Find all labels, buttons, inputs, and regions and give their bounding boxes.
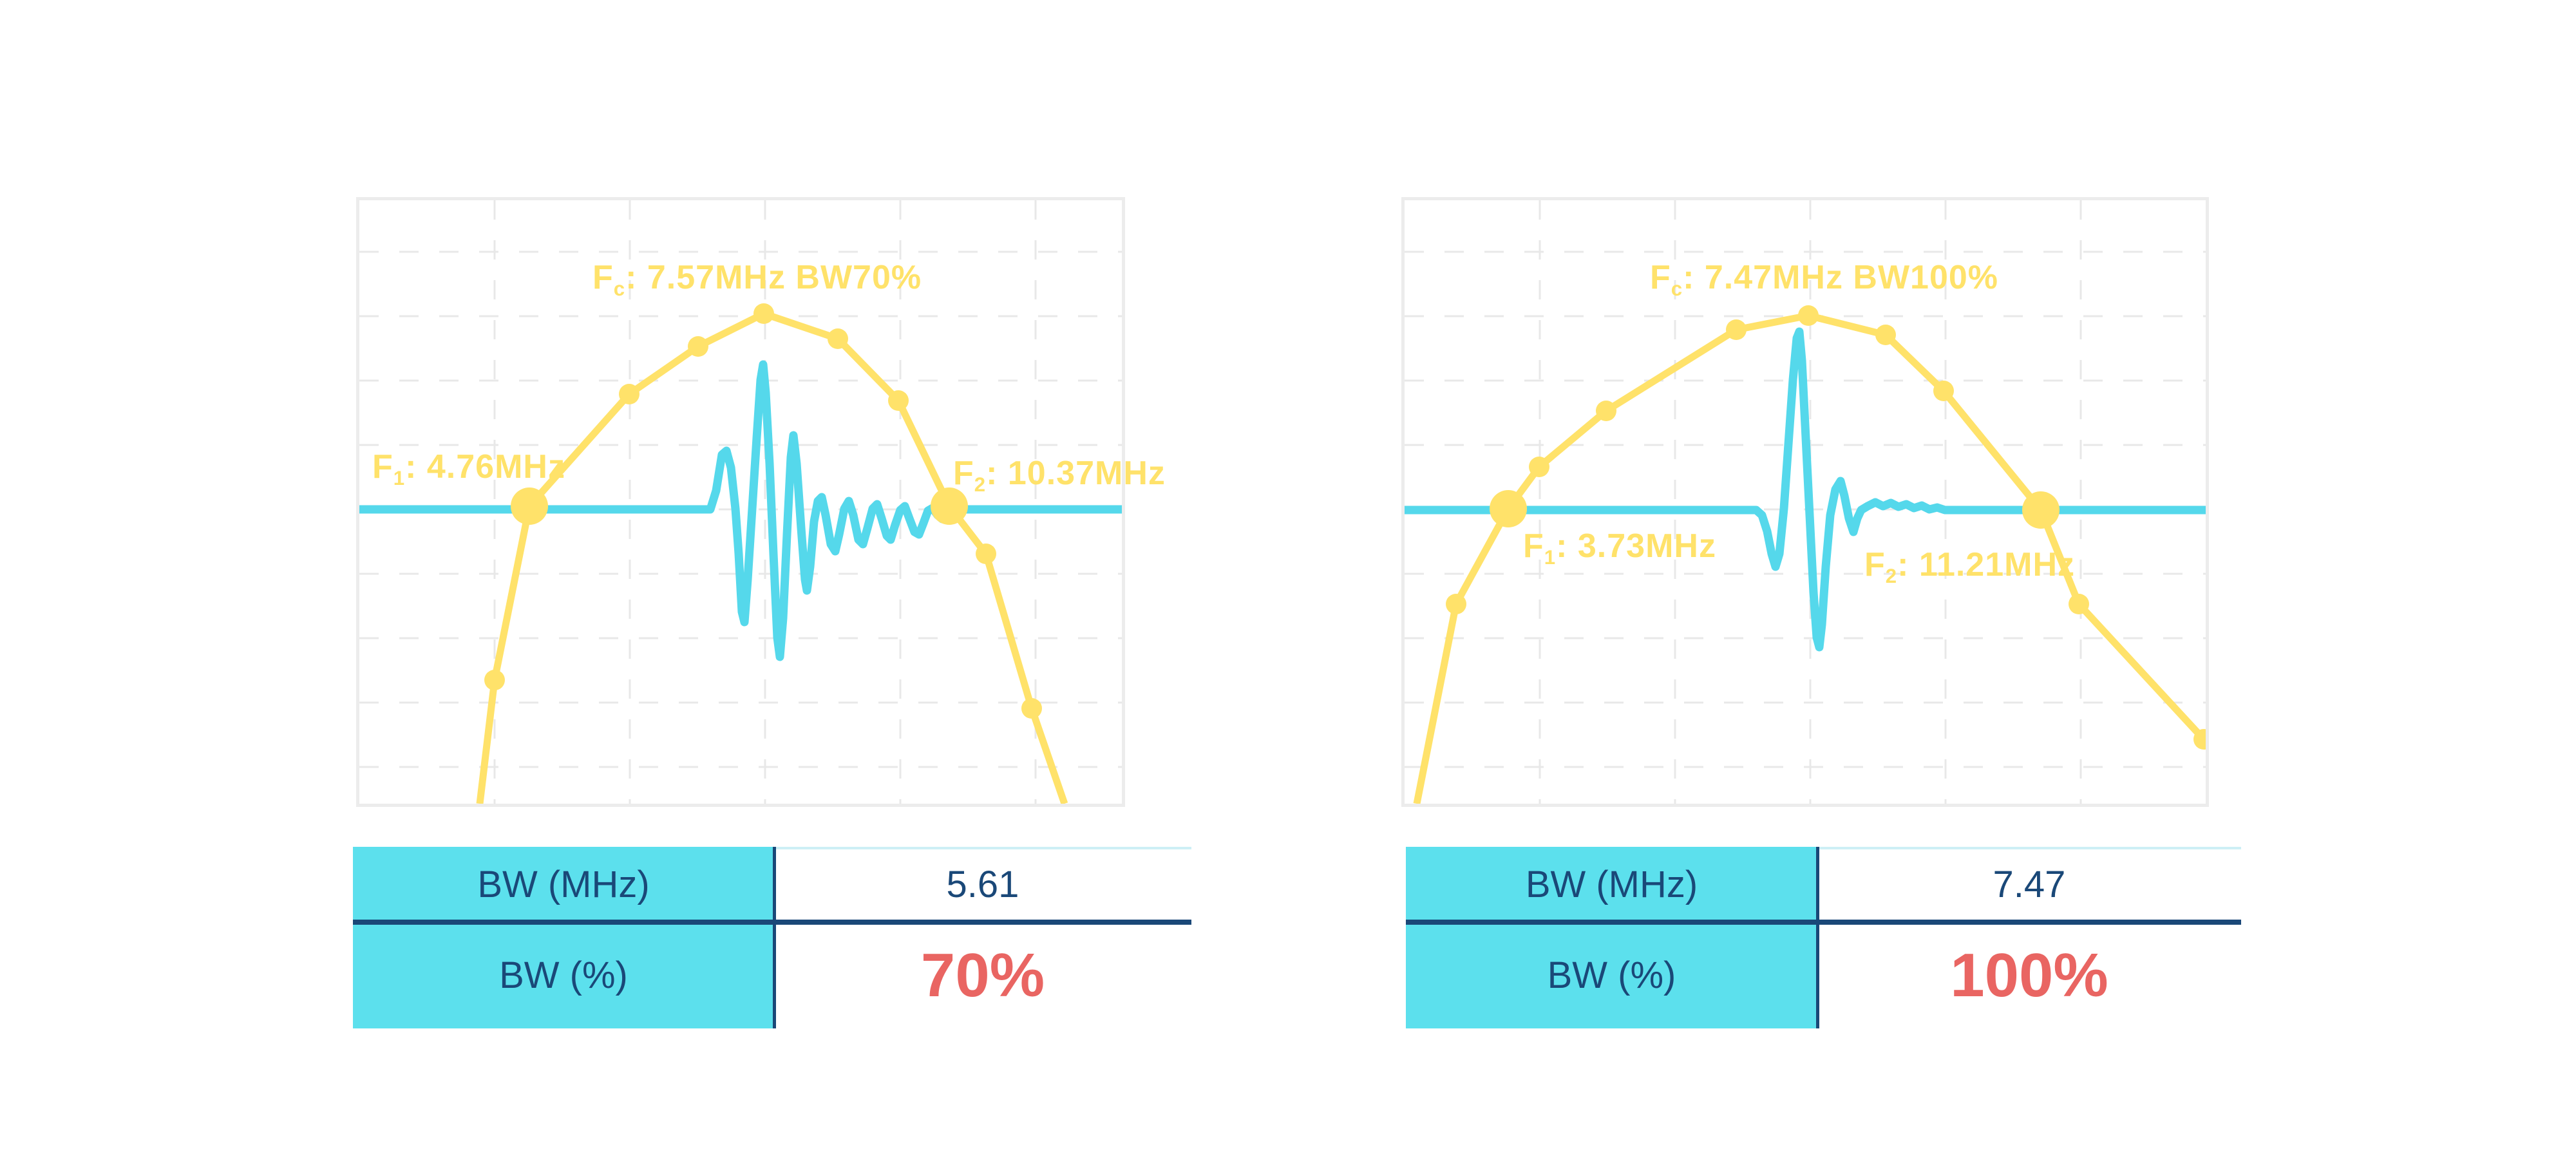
bw-mhz-label: BW (MHz) [477,864,650,905]
chart-panel-right [1401,197,2209,807]
f2-label: F [1864,546,1886,584]
fc-value: : 7.47MHz BW100% [1683,259,1999,297]
fc-subscript: c [1671,277,1683,300]
f1-annotation-right: F1: 3.73MHz [1523,527,1716,569]
spectrum-marker [619,384,639,404]
fc-value: : 7.57MHz BW70% [625,259,922,297]
chart-plot [359,200,1122,804]
spectrum-marker [2069,594,2089,614]
spectrum-marker [753,303,774,324]
spectrum-marker [688,336,708,357]
fc-annotation-right: Fc: 7.47MHz BW100% [1650,258,1998,301]
pulse-waveform-line [1405,327,2206,652]
table-row-divider [1406,920,2241,925]
f2-value: : 11.21MHz [1897,546,2076,584]
bw-pct-label: BW (%) [499,954,628,996]
bw-table-left: BW (MHz) BW (%) 5.61 70% [353,847,1191,1028]
chart-panel-left [356,197,1125,807]
f1-annotation-left: F1: 4.76MHz [372,448,565,490]
spectrum-marker [976,544,996,564]
f1-subscript: 1 [393,466,406,489]
bw-mhz-value: 7.47 [1993,864,2066,905]
table-column-divider [1816,847,1819,1028]
f2-label: F [953,455,974,493]
fc-subscript: c [613,277,626,300]
spectrum-marker [1446,594,1466,614]
spectrum-marker [1933,381,1954,401]
spectrum-marker [1021,698,1042,719]
spectrum-marker [1798,305,1819,326]
table-top-border [774,847,1191,849]
fc-label: F [1650,259,1671,297]
fc-annotation-left: Fc: 7.57MHz BW70% [592,258,922,301]
bw-table-right: BW (MHz) BW (%) 7.47 100% [1406,847,2241,1028]
f1-label: F [1523,527,1544,565]
bw-pct-value: 70% [920,940,1045,1010]
spectrum-marker [888,390,909,411]
spectrum-marker [484,670,505,690]
f1-subscript: 1 [1544,545,1557,569]
f2-annotation-right: F2: 11.21MHz [1864,545,2075,588]
spectrum-line [476,310,1068,804]
bandwidth-edge-marker [931,487,968,525]
bw-pct-label: BW (%) [1547,954,1676,996]
table-top-border [1817,847,2241,849]
table-row-divider [353,920,1191,925]
chart-plot [1405,200,2206,804]
fc-label: F [592,259,614,297]
table-header-column [353,847,774,1028]
bw-mhz-value: 5.61 [946,864,1019,905]
bw-mhz-label: BW (MHz) [1525,864,1698,905]
f2-value: : 10.37MHz [986,455,1166,493]
bandwidth-edge-marker [1490,490,1527,527]
f1-value: : 4.76MHz [405,448,565,486]
f2-subscript: 2 [974,473,987,496]
f2-subscript: 2 [1885,564,1898,587]
spectrum-marker [1875,325,1896,345]
bw-pct-value: 100% [1950,940,2108,1010]
spectrum-marker [828,328,848,349]
spectrum-marker [2193,729,2206,750]
spectrum-marker [1529,457,1549,477]
bandwidth-edge-marker [2022,491,2060,529]
f2-annotation-left: F2: 10.37MHz [953,454,1166,497]
spectrum-marker [1596,401,1616,421]
bandwidth-edge-marker [511,487,548,525]
f1-value: : 3.73MHz [1556,527,1716,565]
pulse-waveform-line [359,360,1122,661]
table-header-column [1406,847,1817,1028]
table-column-divider [773,847,776,1028]
spectrum-marker [1726,319,1747,340]
f1-label: F [372,448,393,486]
